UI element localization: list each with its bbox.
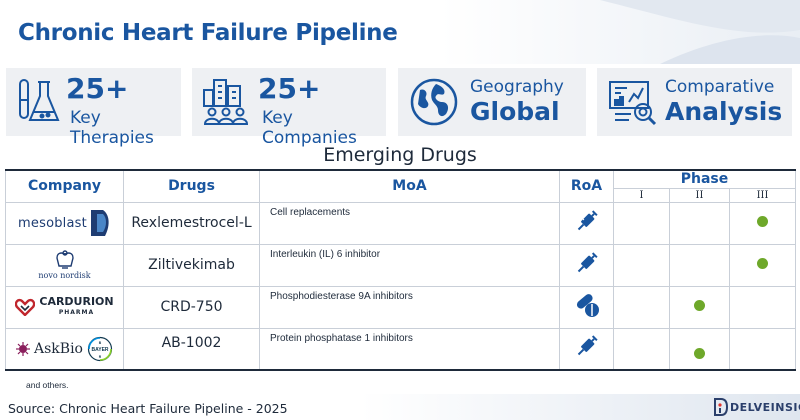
buildings-people-icon: [203, 79, 249, 125]
cardurion-mark-icon: [15, 298, 36, 316]
bayer-horizontal: BAYER: [91, 347, 108, 353]
novo-nordisk-logo: novo nordisk: [6, 245, 123, 285]
stat-card-geography: Geography Global: [398, 68, 586, 136]
company-name: novo nordisk: [38, 271, 91, 280]
moa-text: Interleukin (IL) 6 inhibitor: [259, 243, 560, 287]
phase-iii-cell: [729, 201, 796, 245]
table-row: CARDURION PHARMA CRD-750 Phosphodiestera…: [5, 285, 796, 329]
title-band: [0, 0, 800, 64]
company-cell: mesoblast: [5, 201, 124, 245]
company-cell: AskBio BAYER B R: [5, 327, 124, 371]
phase-i-cell: [613, 243, 670, 287]
drug-name: Rexlemestrocel-L: [123, 201, 260, 245]
phase-marker: [694, 300, 705, 311]
company-name-main: CARDURION: [39, 295, 114, 308]
column-header-phase: Phase: [613, 169, 796, 188]
stat-card-companies: 25+ Key Companies: [192, 68, 386, 148]
page-title: Chronic Heart Failure Pipeline: [18, 20, 398, 46]
stat-card-therapies: 25+ Key Therapies: [6, 68, 181, 148]
askbio-bayer-logo: AskBio BAYER B R: [6, 329, 123, 369]
drug-name: Ziltivekimab: [123, 243, 260, 287]
analysis-dashboard-icon: [609, 81, 657, 126]
syringe-icon: [577, 251, 598, 272]
column-header-drugs: Drugs: [123, 169, 260, 203]
company-name: AskBio: [34, 340, 83, 357]
company-cell: novo nordisk: [5, 243, 124, 287]
phase-i-cell: [613, 327, 670, 371]
svg-text:B: B: [99, 341, 102, 345]
table-row: mesoblast Rexlemestrocel-L Cell replacem…: [5, 201, 796, 245]
moa-text: Phosphodiesterase 9A inhibitors: [259, 285, 560, 329]
column-header-company: Company: [5, 169, 124, 203]
mesoblast-mark-icon: [90, 210, 109, 236]
table-header-row: Company Drugs MoA RoA Phase: [5, 169, 796, 203]
globe-icon: [410, 78, 458, 126]
phase-iii-cell: [729, 243, 796, 287]
delveinsight-mark-icon: [714, 398, 728, 416]
decorative-swoosh: [600, 0, 800, 64]
roa-cell: [559, 285, 614, 329]
mesoblast-logo: mesoblast: [6, 203, 123, 243]
drug-name: CRD-750: [123, 285, 260, 329]
roa-cell: [559, 327, 614, 371]
pipeline-table: Company Drugs MoA RoA Phase I II III mes…: [5, 169, 796, 371]
company-name-sub: PHARMA: [58, 309, 95, 316]
company-name: mesoblast: [18, 215, 87, 231]
flask-icon: [19, 79, 60, 121]
apis-bull-icon: [55, 250, 74, 269]
column-header-roa: RoA: [559, 169, 614, 203]
geography-value: Global: [470, 97, 560, 126]
delveinsight-logo: DELVEINSIGHT: [714, 398, 800, 416]
stat-card-analysis: Comparative Analysis: [597, 68, 792, 136]
phase-ii-cell: [669, 201, 730, 245]
pills-icon: [576, 293, 599, 317]
cardurion-logo: CARDURION PHARMA: [6, 287, 123, 327]
company-name: CARDURION PHARMA: [39, 296, 113, 318]
company-cell: CARDURION PHARMA: [5, 285, 124, 329]
phase-iii-cell: [729, 285, 796, 329]
source-citation: Source: Chronic Heart Failure Pipeline -…: [8, 401, 288, 416]
askbio-virus-icon: [16, 341, 30, 356]
phase-marker: [757, 216, 768, 227]
geography-label: Geography: [470, 77, 564, 97]
table-footnote: and others.: [26, 380, 69, 390]
phase-i-cell: [613, 285, 670, 329]
roa-cell: [559, 243, 614, 287]
phase-header-iii: III: [729, 187, 796, 203]
therapies-count: 25+: [66, 72, 129, 105]
phase-ii-cell: [669, 243, 730, 287]
phase-ii-cell: [669, 327, 730, 371]
bayer-cross-logo: BAYER B R: [87, 336, 113, 361]
analysis-label: Comparative: [665, 77, 775, 97]
source-band: [0, 394, 800, 420]
moa-text: Cell replacements: [259, 201, 560, 245]
phase-header-i: I: [613, 187, 670, 203]
companies-label: Key Companies: [262, 108, 357, 148]
drug-name: AB-1002: [123, 327, 260, 371]
therapies-label: Key Therapies: [70, 108, 154, 148]
phase-iii-cell: [729, 327, 796, 371]
companies-count: 25+: [258, 72, 321, 105]
phase-ii-cell: [669, 285, 730, 329]
svg-text:R: R: [99, 355, 102, 359]
phase-i-cell: [613, 201, 670, 245]
column-header-moa: MoA: [259, 169, 560, 203]
phase-marker: [694, 347, 705, 359]
roa-cell: [559, 201, 614, 245]
analysis-value: Analysis: [665, 97, 783, 126]
table-row: novo nordisk Ziltivekimab Interleukin (I…: [5, 243, 796, 287]
brand-name: DELVEINSIGHT: [730, 400, 800, 414]
phase-header-ii: II: [669, 187, 730, 203]
moa-text: Protein phosphatase 1 inhibitors: [259, 327, 560, 371]
syringe-icon: [577, 335, 598, 356]
table-row: AskBio BAYER B R AB-1002 Protein phospha…: [5, 327, 796, 371]
syringe-icon: [577, 209, 598, 230]
phase-marker: [757, 258, 768, 269]
section-title: Emerging Drugs: [323, 144, 477, 166]
